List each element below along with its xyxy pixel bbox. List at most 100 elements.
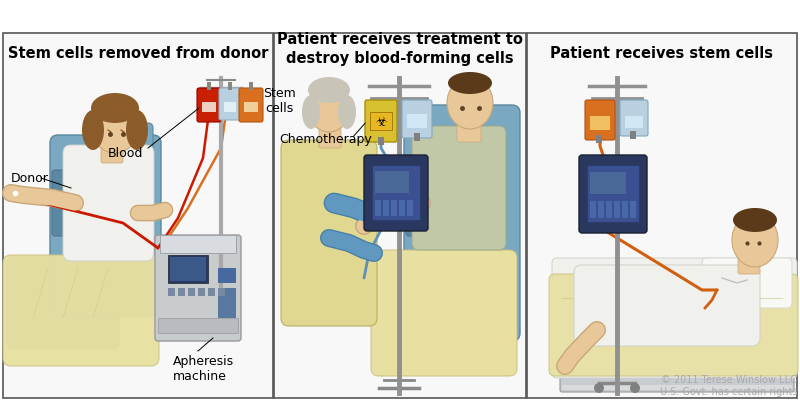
Bar: [407, 115, 427, 129]
FancyBboxPatch shape: [702, 258, 792, 308]
Bar: [527, 34, 797, 398]
FancyBboxPatch shape: [3, 255, 159, 366]
Bar: [275, 35, 525, 397]
Bar: [378, 138, 384, 146]
Bar: [625, 117, 643, 129]
FancyBboxPatch shape: [585, 101, 615, 141]
Bar: [160, 235, 236, 253]
FancyBboxPatch shape: [365, 101, 397, 143]
Bar: [178, 288, 185, 296]
Ellipse shape: [448, 73, 492, 95]
FancyBboxPatch shape: [101, 140, 123, 164]
Bar: [598, 201, 604, 219]
Bar: [218, 268, 236, 283]
Text: Chemotherapy: Chemotherapy: [279, 132, 372, 145]
Ellipse shape: [91, 100, 139, 154]
Text: Donor: Donor: [11, 172, 49, 185]
Bar: [208, 288, 215, 296]
FancyBboxPatch shape: [281, 141, 377, 326]
Ellipse shape: [126, 111, 148, 151]
Ellipse shape: [732, 213, 778, 267]
FancyBboxPatch shape: [155, 235, 241, 341]
Text: Patient receives treatment to
destroy blood-forming cells: Patient receives treatment to destroy bl…: [277, 32, 523, 65]
Bar: [383, 200, 389, 217]
Ellipse shape: [447, 78, 493, 130]
FancyBboxPatch shape: [579, 156, 647, 233]
FancyBboxPatch shape: [197, 89, 221, 123]
FancyBboxPatch shape: [364, 156, 428, 231]
Bar: [375, 200, 381, 217]
Bar: [244, 103, 258, 113]
Bar: [168, 288, 175, 296]
Text: ☣: ☣: [375, 115, 386, 128]
Text: Stem
cells: Stem cells: [263, 87, 296, 115]
Bar: [596, 136, 602, 144]
Text: Stem cells removed from donor: Stem cells removed from donor: [8, 47, 268, 61]
Text: Blood: Blood: [108, 147, 143, 160]
Bar: [4, 35, 272, 397]
Bar: [528, 35, 796, 397]
Bar: [158, 318, 238, 333]
FancyBboxPatch shape: [219, 89, 241, 121]
Circle shape: [630, 383, 640, 393]
FancyBboxPatch shape: [406, 170, 424, 237]
Bar: [587, 166, 639, 223]
FancyBboxPatch shape: [620, 101, 648, 137]
Bar: [228, 83, 232, 91]
Bar: [274, 34, 526, 398]
Bar: [407, 200, 413, 217]
Bar: [414, 134, 420, 142]
Bar: [622, 201, 628, 219]
Bar: [218, 288, 236, 318]
Bar: [170, 257, 206, 281]
Bar: [218, 288, 225, 296]
FancyBboxPatch shape: [560, 368, 794, 392]
FancyBboxPatch shape: [574, 265, 760, 346]
Bar: [168, 255, 208, 283]
Bar: [370, 113, 392, 131]
Ellipse shape: [91, 94, 139, 124]
FancyBboxPatch shape: [88, 124, 153, 168]
Bar: [3, 34, 273, 398]
Text: Patient receives stem cells: Patient receives stem cells: [550, 47, 774, 61]
Text: © 2011 Terese Winslow LLC
U.S. Govt. has certain rights: © 2011 Terese Winslow LLC U.S. Govt. has…: [659, 375, 797, 396]
FancyBboxPatch shape: [63, 146, 154, 261]
Bar: [202, 103, 216, 113]
Bar: [391, 200, 397, 217]
FancyBboxPatch shape: [239, 89, 263, 123]
FancyBboxPatch shape: [402, 101, 432, 139]
Bar: [590, 117, 610, 131]
FancyBboxPatch shape: [319, 123, 341, 149]
Ellipse shape: [308, 85, 350, 133]
FancyBboxPatch shape: [552, 258, 797, 378]
Bar: [188, 288, 195, 296]
Bar: [207, 83, 211, 91]
FancyBboxPatch shape: [7, 257, 119, 349]
Bar: [375, 172, 409, 194]
Bar: [399, 200, 405, 217]
Bar: [249, 83, 253, 91]
Ellipse shape: [733, 209, 777, 233]
Ellipse shape: [82, 111, 104, 151]
Bar: [198, 288, 205, 296]
Bar: [606, 201, 612, 219]
FancyBboxPatch shape: [412, 127, 506, 250]
FancyBboxPatch shape: [738, 252, 760, 274]
FancyBboxPatch shape: [52, 170, 73, 237]
Bar: [590, 172, 626, 194]
Bar: [590, 201, 596, 219]
Circle shape: [594, 383, 604, 393]
FancyBboxPatch shape: [549, 274, 798, 376]
Bar: [614, 201, 620, 219]
FancyBboxPatch shape: [404, 106, 520, 341]
FancyBboxPatch shape: [457, 117, 481, 143]
Bar: [562, 385, 792, 390]
Bar: [630, 201, 636, 219]
Bar: [372, 166, 420, 221]
FancyBboxPatch shape: [50, 136, 161, 316]
Bar: [224, 103, 236, 113]
FancyBboxPatch shape: [371, 250, 517, 376]
FancyBboxPatch shape: [132, 170, 153, 237]
Ellipse shape: [338, 96, 356, 130]
Text: Apheresis
machine: Apheresis machine: [173, 354, 234, 382]
